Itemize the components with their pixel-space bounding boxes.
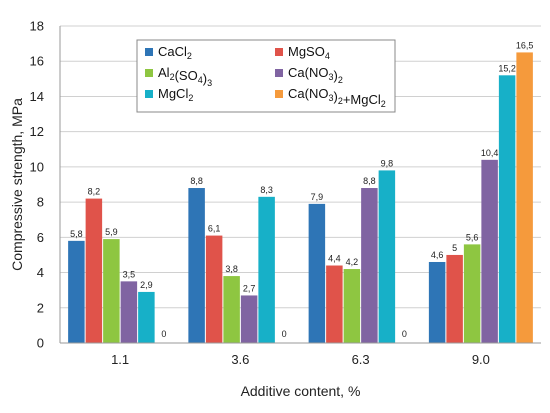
bar [68,240,85,343]
data-label: 8,8 [190,176,203,186]
legend-swatch [275,48,283,56]
legend-item: Ca(NO3)2 [288,65,343,85]
legend-swatch [145,48,153,56]
bar [428,261,446,343]
data-label: 3,8 [225,264,238,274]
data-label: 9,8 [381,158,394,168]
bars [68,52,533,344]
data-label: 7,9 [311,192,324,202]
data-label: 2,9 [140,280,153,290]
data-label: 8,2 [88,187,101,197]
y-tick-label: 12 [30,124,44,139]
bar [498,75,516,344]
bar [205,235,223,343]
bar [446,254,463,343]
legend-item: CaCl2 [158,44,192,61]
legend-item: MgSO4 [288,44,330,61]
bar [223,276,240,343]
data-label: 5,8 [70,229,83,239]
data-label: 4,4 [328,254,341,264]
y-tick-label: 14 [30,89,44,104]
y-tick-label: 16 [30,54,44,69]
legend-box [136,39,396,113]
data-label: 10,4 [481,148,499,158]
legend-swatch [145,90,153,98]
data-label: 0 [282,329,287,339]
data-label: 8,8 [363,176,376,186]
bar [85,198,103,343]
legend: CaCl2 MgSO4 Al2(SO4)3 Ca(NO3)2 MgCl2 Ca(NO3)2… [136,39,396,113]
x-tick-label: 1.1 [111,352,129,367]
bar [240,295,258,343]
bar [326,265,343,343]
bar [120,281,138,343]
legend-swatch [275,69,283,77]
x-tick-label: 6.3 [352,352,370,367]
data-label: 0 [402,329,407,339]
data-label: 0 [161,329,166,339]
bar [258,196,275,343]
y-axis-title: Compressive strength, MPa [9,98,25,271]
data-label: 5,9 [105,227,118,237]
data-label: 2,7 [243,283,256,293]
data-label: 5 [452,243,457,253]
legend-item: MgCl2 [158,86,193,103]
x-axis-title: Additive content, % [241,383,361,399]
legend-item: Ca(NO3)2+MgCl2 [288,86,386,109]
data-label: 4,6 [431,250,444,260]
data-label: 3,5 [123,269,136,279]
data-label: 6,1 [208,224,221,234]
y-tick-label: 0 [37,336,44,351]
y-tick-label: 8 [37,195,44,210]
y-tick-label: 4 [37,265,44,280]
data-label: 15,2 [498,63,516,73]
bar [463,244,481,343]
x-tick-label: 3.6 [231,352,249,367]
axes [59,26,541,344]
bar [138,291,155,343]
y-tick-label: 10 [30,159,44,174]
bar [361,188,378,343]
data-label: 8,3 [260,185,273,195]
bar [481,159,498,343]
bar [188,188,205,343]
bar [343,269,361,343]
data-label: 4,2 [346,257,359,267]
legend-swatch [145,69,153,77]
legend-item: Al2(SO4)3 [158,65,212,88]
x-tick-label: 9.0 [472,352,490,367]
bar [516,52,533,344]
y-tick-label: 18 [30,19,44,34]
y-tick-labels: 0 2 4 6 8 10 12 14 16 18 [30,19,44,351]
x-tick-labels: 1.1 3.6 6.3 9.0 [111,352,490,367]
bar [308,203,326,343]
bar [378,170,396,343]
data-label: 5,6 [466,232,479,242]
y-tick-label: 2 [37,300,44,315]
data-label: 16,5 [516,40,534,50]
y-tick-label: 6 [37,230,44,245]
bar [103,239,120,343]
legend-swatch [275,90,283,98]
data-labels: 5,8 8,2 5,9 3,5 2,9 0 8,8 6,1 3,8 2,7 8,3 0 7,9 4,4 4,… [70,40,533,339]
